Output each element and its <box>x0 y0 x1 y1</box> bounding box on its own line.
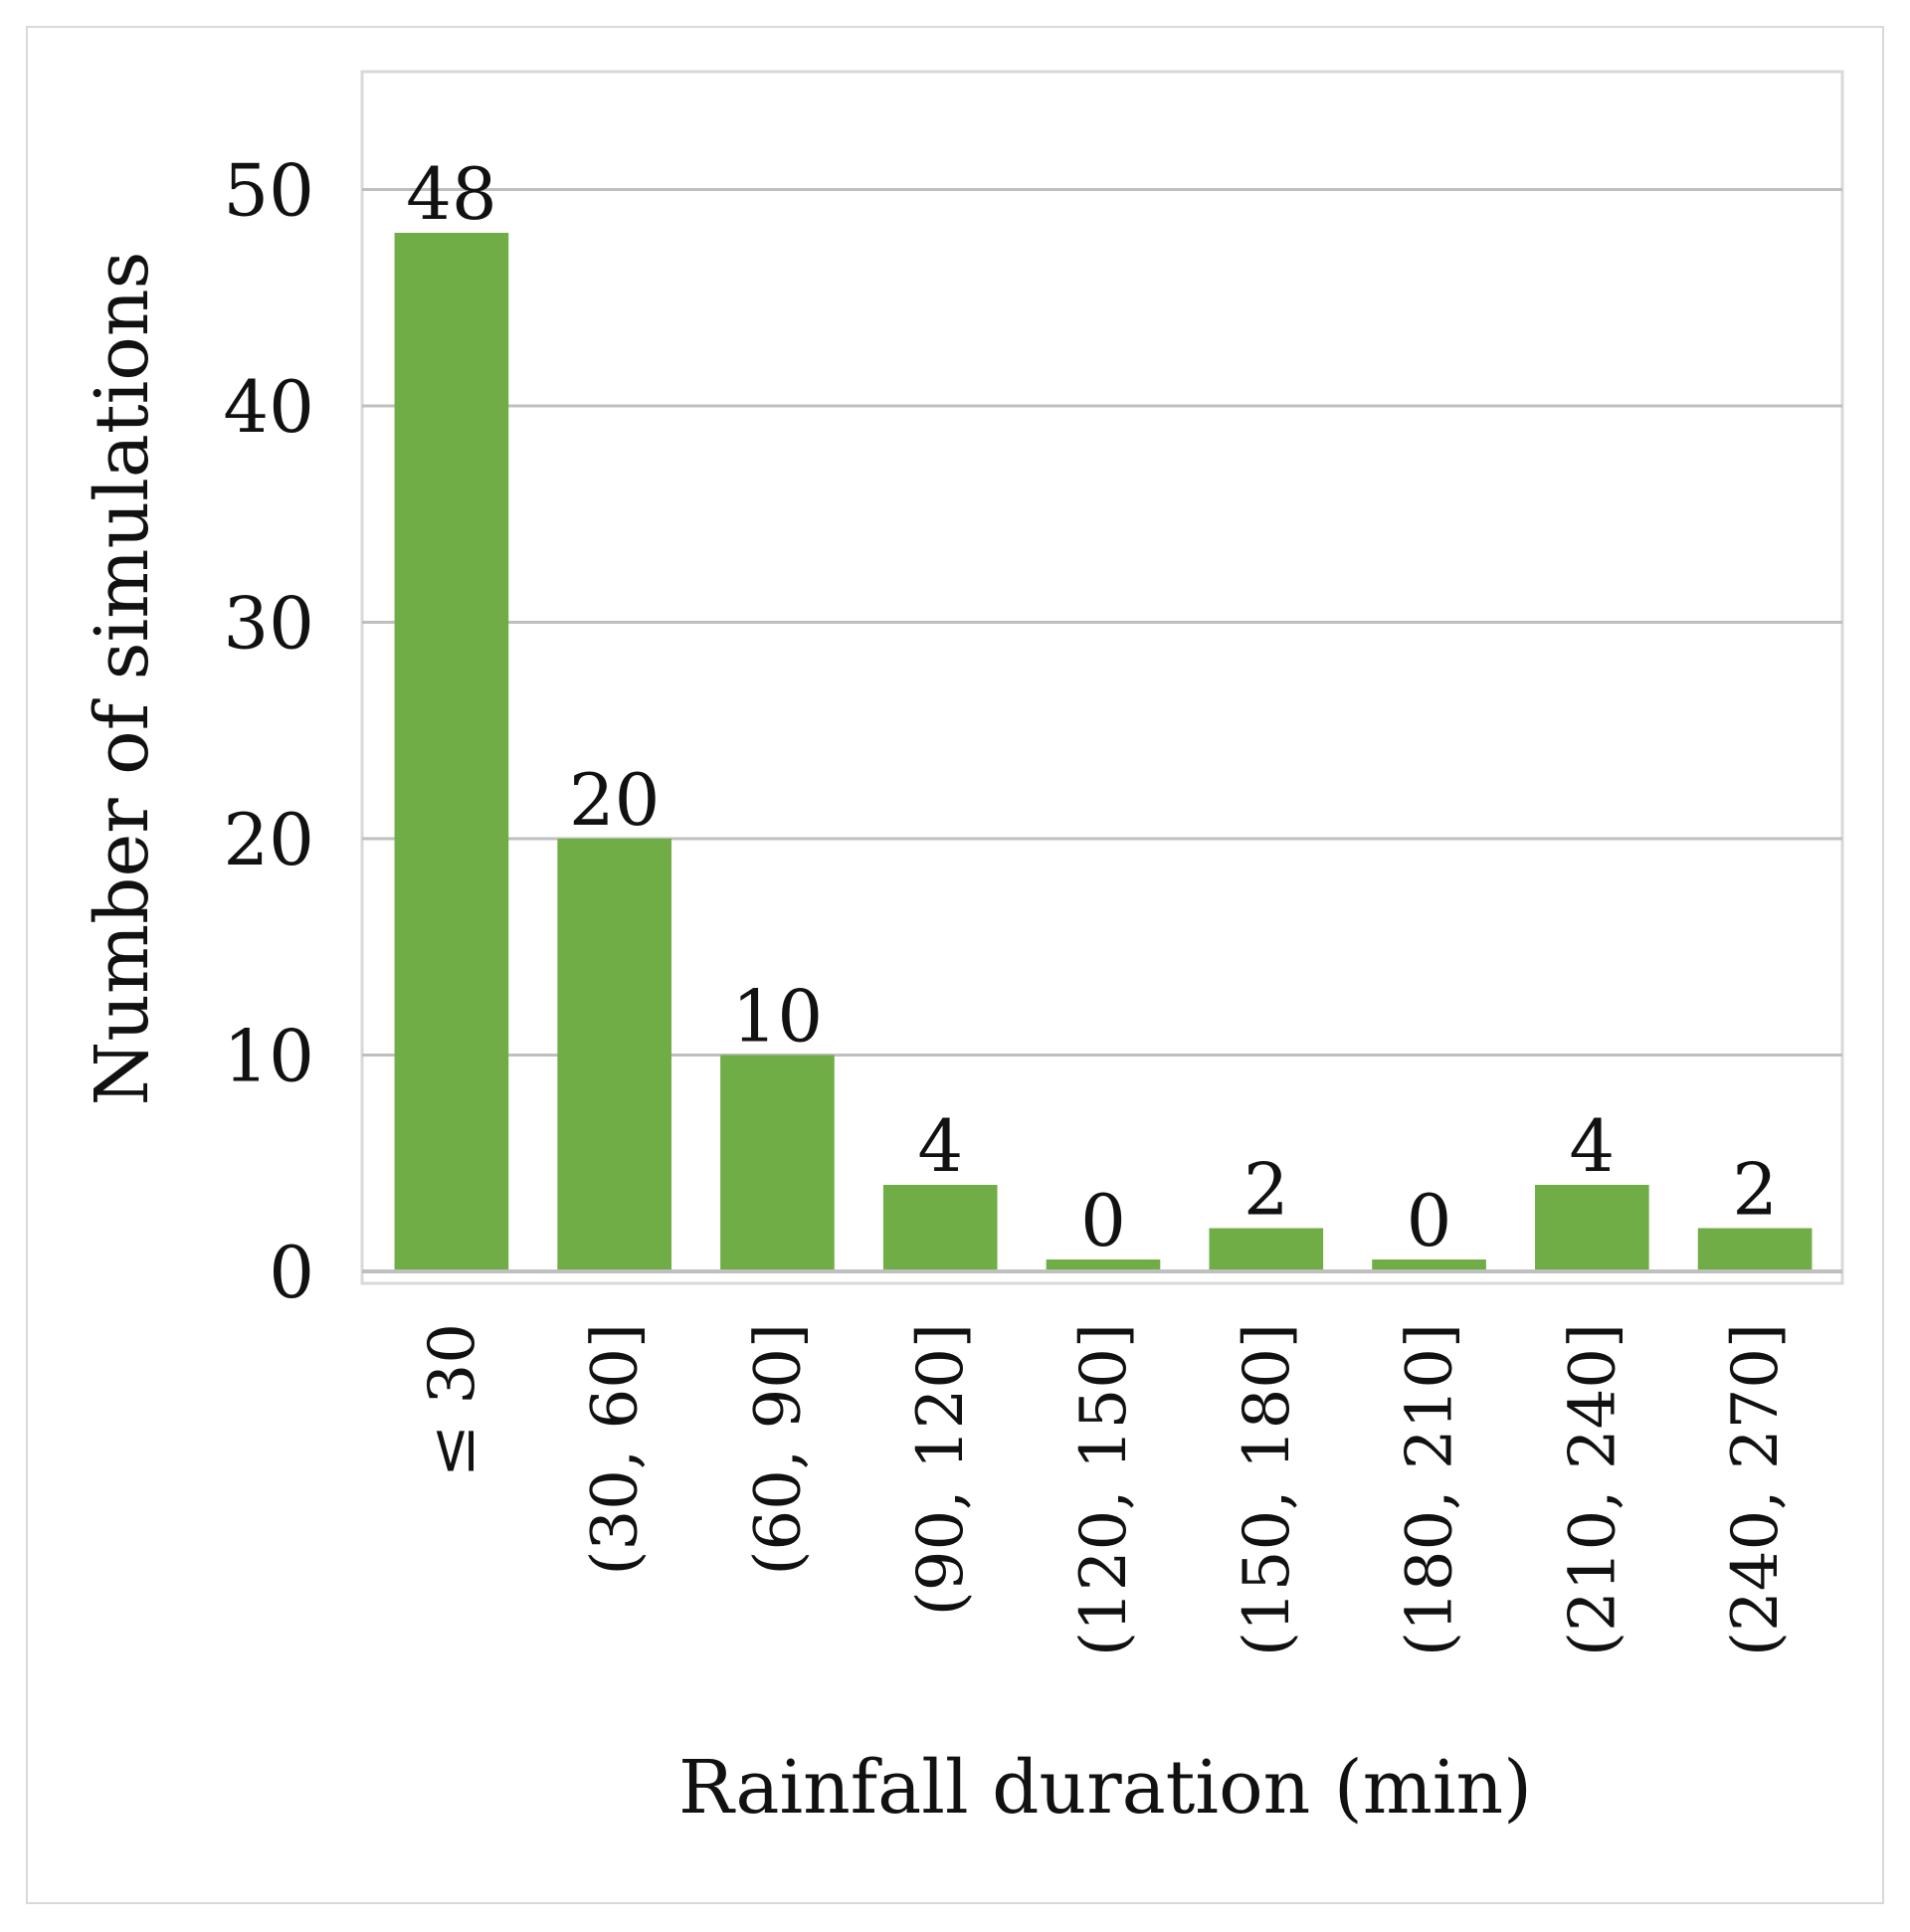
category-label: (120, 150] <box>1067 1323 1141 1656</box>
y-tick-labels: 0 10 20 30 40 50 <box>223 149 314 1315</box>
bar <box>1372 1259 1486 1271</box>
category-label: (240, 270] <box>1719 1323 1793 1656</box>
y-tick-label: 0 <box>269 1231 314 1314</box>
bar <box>557 839 671 1271</box>
y-axis-title: Number of simulations <box>80 252 165 1106</box>
plot-area-border <box>360 70 1844 1285</box>
data-label: 4 <box>1569 1104 1615 1188</box>
data-label: 2 <box>1243 1148 1289 1232</box>
data-label: 0 <box>1080 1179 1126 1262</box>
category-label: (30, 60] <box>579 1323 653 1576</box>
bar <box>394 233 509 1271</box>
bar <box>720 1055 835 1271</box>
data-label: 4 <box>917 1104 963 1188</box>
data-label: 2 <box>1732 1148 1778 1232</box>
y-tick-label: 50 <box>223 149 314 233</box>
y-tick-label: 10 <box>223 1015 314 1098</box>
figure-frame <box>26 26 1884 1904</box>
bar <box>1535 1185 1649 1271</box>
bars <box>394 233 1813 1271</box>
bar <box>1697 1228 1813 1271</box>
bar <box>1209 1228 1324 1271</box>
bar <box>1046 1259 1161 1271</box>
category-label: ≤ 30 <box>416 1323 489 1477</box>
category-label: (60, 90] <box>741 1323 815 1576</box>
x-axis-title: Rainfall duration (min) <box>678 1745 1532 1831</box>
category-label: (210, 240] <box>1556 1323 1629 1656</box>
data-label: 48 <box>406 152 497 236</box>
category-label: (180, 210] <box>1394 1323 1467 1656</box>
category-label: (150, 180] <box>1231 1323 1304 1656</box>
data-label: 0 <box>1407 1179 1452 1262</box>
category-labels: ≤ 30 (30, 60] (60, 90] (90, 120] (120, 150] (… <box>416 1323 1793 1656</box>
data-label: 20 <box>569 758 661 842</box>
y-tick-label: 30 <box>223 582 314 666</box>
y-tick-label: 40 <box>223 365 314 449</box>
data-label: 10 <box>732 975 824 1059</box>
category-label: (90, 120] <box>904 1323 978 1616</box>
bar <box>882 1185 998 1271</box>
y-tick-label: 20 <box>223 798 314 881</box>
